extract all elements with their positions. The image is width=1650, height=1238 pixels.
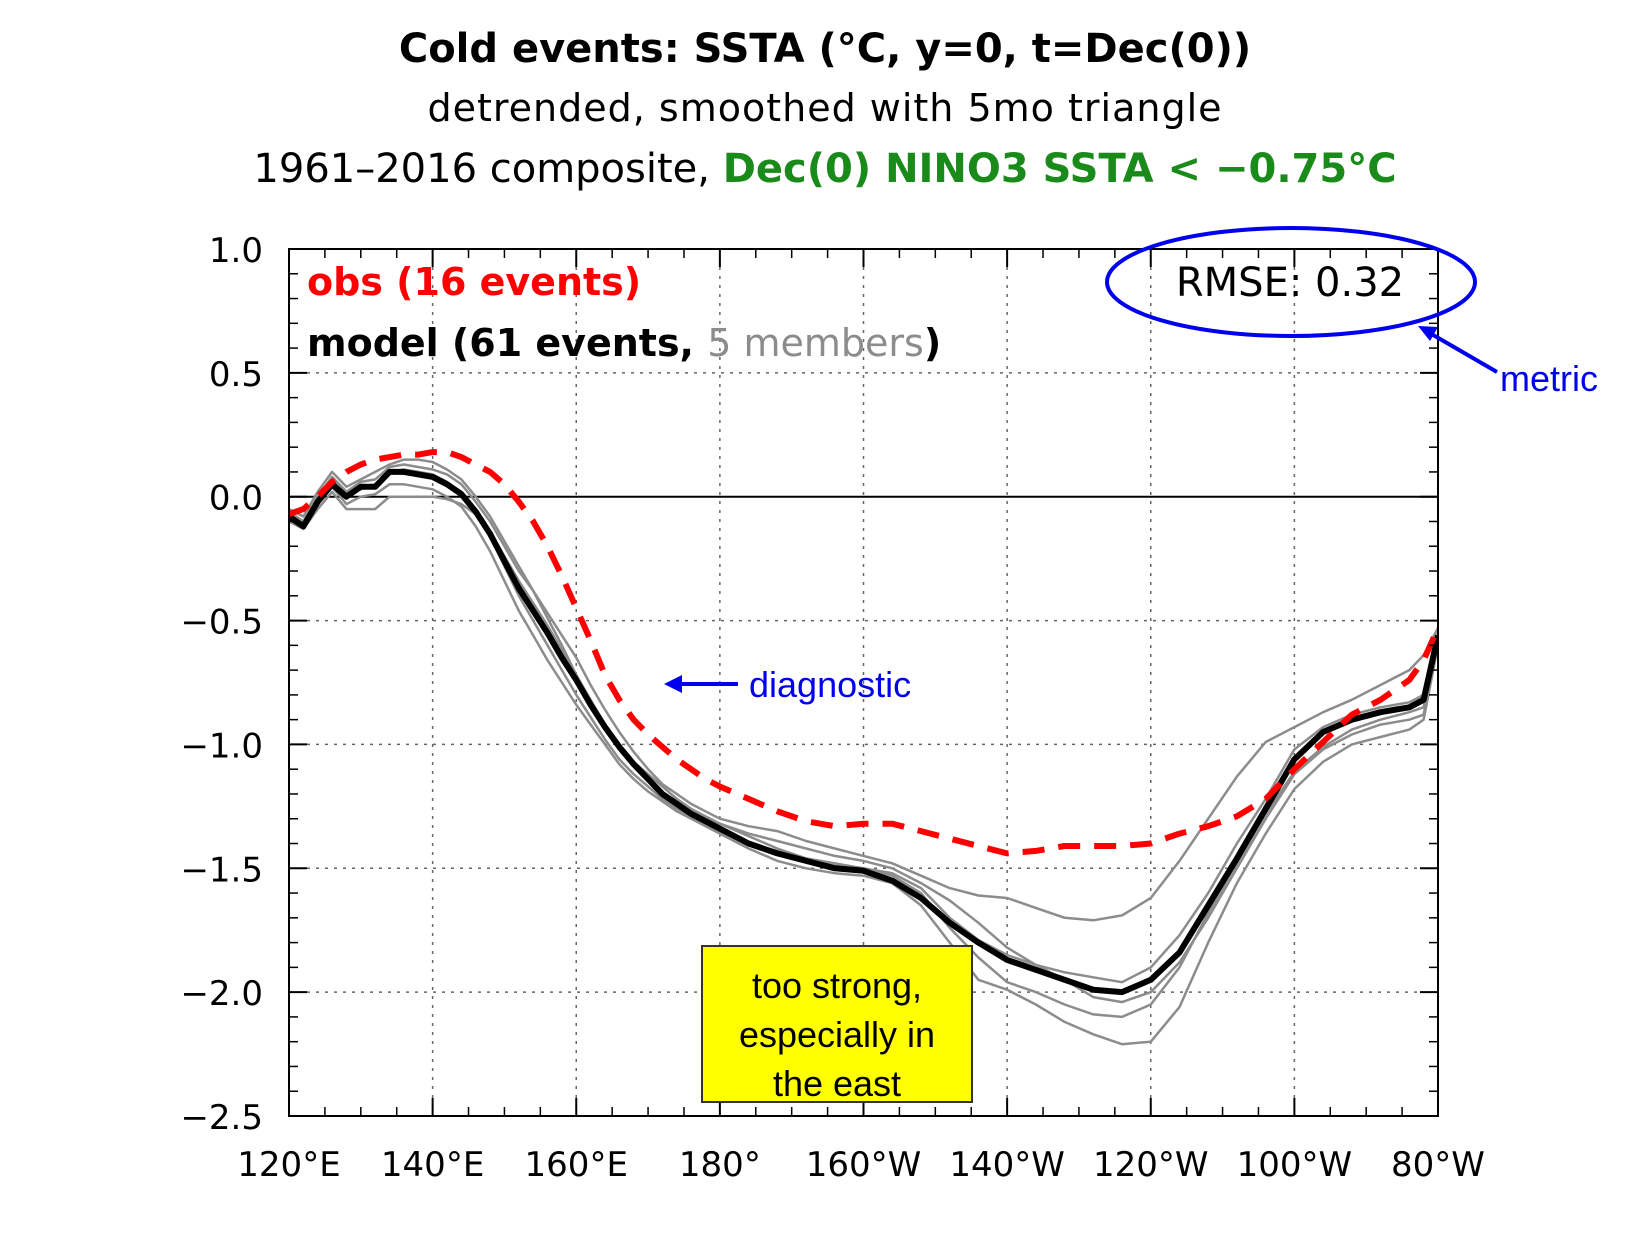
x-tick-labels: 120°E 140°E 160°E 180° 160°W 140°W 120°W 100°W 8… [237,1145,1485,1185]
chart-title: Cold events: SSTA (°C, y=0, t=Dec(0)) [398,26,1252,72]
y-tick-label: −2.5 [180,1098,263,1138]
chart-subtitle-2: 1961–2016 composite, Dec(0) NINO3 SSTA <… [0,146,1650,192]
legend-model-suffix: ) [924,321,941,365]
metric-label: metric [1500,358,1598,399]
legend-model-prefix: model (61 events, [307,321,707,365]
note-line-3: the east [773,1063,901,1104]
member-line-1 [289,463,1438,922]
model-mean-line [289,468,1438,996]
note-line-2: especially in [739,1014,935,1055]
x-tick-label: 120°W [1093,1145,1209,1185]
note-box [701,945,973,1103]
y-tick-label: 0.5 [209,355,263,395]
x-tick-label: 180° [679,1145,761,1185]
x-tick-label: 100°W [1237,1145,1353,1185]
x-tick-label: 80°W [1391,1145,1485,1185]
chart-subtitle: detrended, smoothed with 5mo triangle [427,86,1223,130]
legend-model-members: 5 members [707,321,924,365]
subtitle-threshold: Dec(0) NINO3 SSTA < −0.75°C [722,146,1397,192]
x-tick-label: 120°E [237,1145,340,1185]
axis-ticks [288,248,1439,1117]
diagnostic-label: diagnostic [749,664,911,705]
y-tick-label: −0.5 [180,603,263,643]
x-tick-label: 140°E [381,1145,484,1185]
main-series-group [289,449,1438,996]
legend-model: model (61 events, 5 members) [307,321,941,365]
y-tick-labels: 1.0 0.5 0.0 −0.5 −1.0 −1.5 −2.0 −2.5 [180,231,263,1138]
y-tick-label: 0.0 [209,479,263,519]
obs-line [289,449,1438,857]
rmse-label: RMSE: 0.32 [1176,260,1404,306]
y-tick-label: −1.0 [180,726,263,766]
metric-arrow-shaft [1426,330,1499,374]
rmse-ellipse [1105,226,1477,338]
x-tick-label: 160°E [525,1145,628,1185]
y-tick-label: −2.0 [180,974,263,1014]
subtitle-composite: 1961–2016 composite, [253,146,723,192]
y-tick-label: −1.5 [180,850,263,890]
member-line-5 [289,483,1438,1046]
diagnostic-arrow-head [664,675,682,693]
y-tick-label: 1.0 [209,231,263,271]
x-tick-label: 140°W [949,1145,1065,1185]
legend-obs: obs (16 events) [307,260,641,304]
note-line-1: too strong, [752,965,922,1006]
x-tick-label: 160°W [806,1145,922,1185]
metric-arrow-head [1418,326,1438,341]
